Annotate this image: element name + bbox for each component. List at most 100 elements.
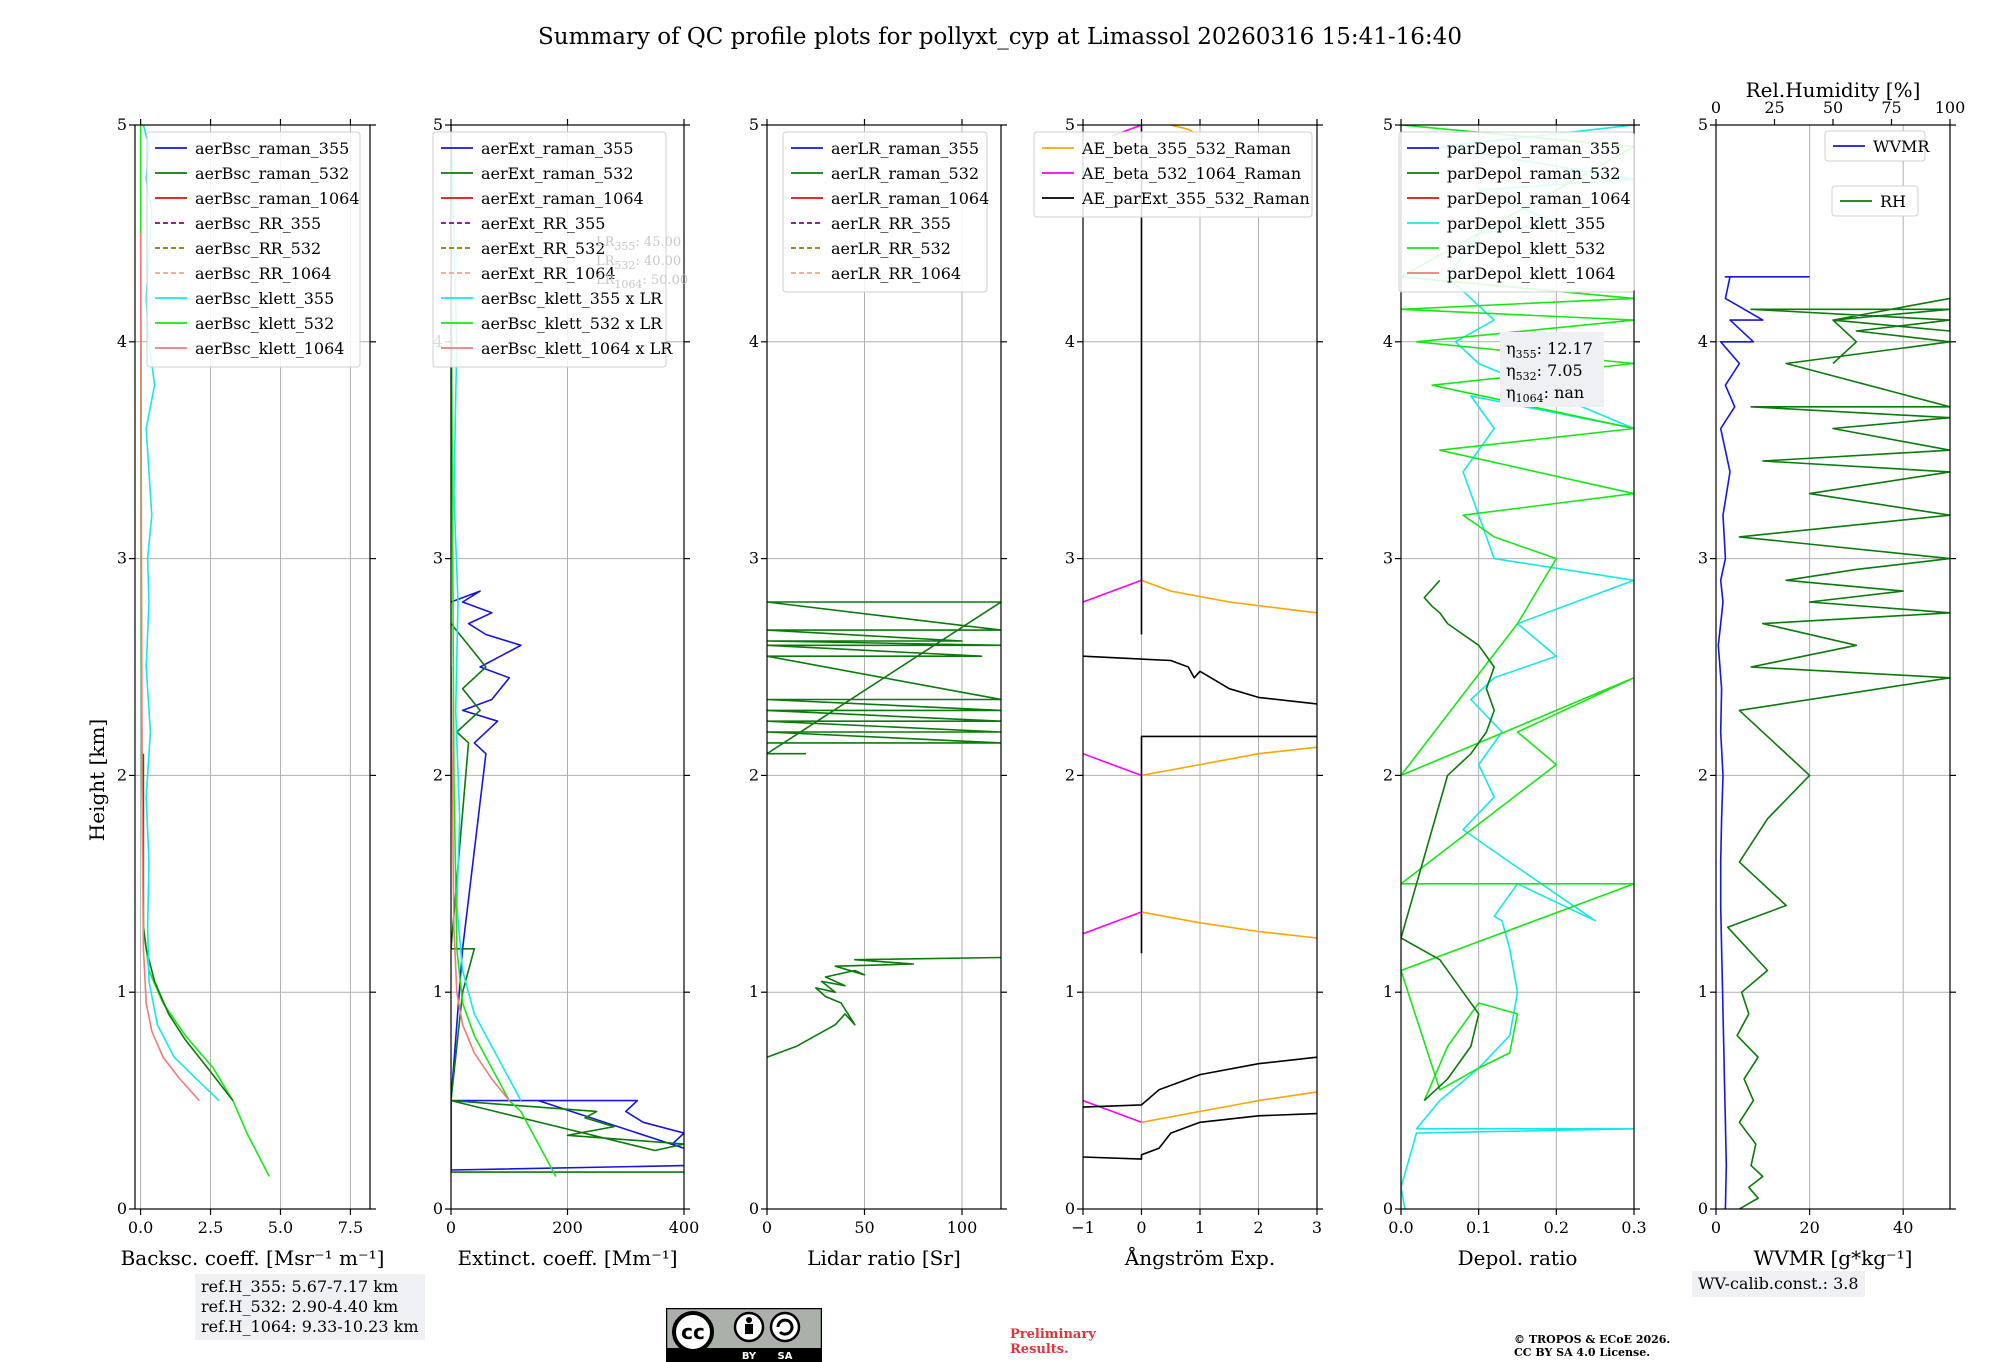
legend-label: parDepol_klett_1064 [1447, 264, 1616, 283]
x-tick-label: 0.2 [1544, 1218, 1569, 1237]
y-tick-label: 3 [1383, 549, 1393, 568]
legend-label: AE_parExt_355_532_Raman [1081, 189, 1310, 208]
series-group [767, 601, 1001, 1058]
series-AE_beta_355_532_Raman_a [1141, 579, 1317, 614]
x-tick-label: 20 [1799, 1218, 1819, 1237]
series-AE_parExt_c [1140, 735, 1317, 954]
legend-label: aerBsc_klett_355 x LR [481, 289, 663, 308]
x-tick-label: 0.0 [1388, 1218, 1413, 1237]
series-WVMR [1717, 275, 1810, 1209]
panel-wv: 0 20 40 0 1 2 3 4 5 WVMR [g*kg⁻¹] 0 25 50 75 100 Rel.Hu… [1698, 78, 1965, 1270]
lr-note: LR355: 45.00 [596, 235, 681, 253]
series-aerBsc_klett_1064 x LR [451, 666, 510, 1102]
legend-label: aerBsc_raman_1064 [195, 189, 360, 208]
panel-ext: 0200400012345Extinct. coeff. [Mm⁻¹]aerEx… [432, 115, 700, 1270]
series-AE_beta_355_532_Raman_c [1141, 911, 1317, 939]
y-tick-label: 2 [1065, 765, 1075, 784]
legend-label: aerExt_RR_1064 [481, 264, 616, 283]
series-aerExt_raman_532 [451, 623, 684, 1173]
series-AE_beta_355_532_Raman_d [1141, 1091, 1317, 1124]
top-axis-label: Rel.Humidity [%] [1746, 78, 1921, 102]
legend-label: parDepol_raman_1064 [1447, 189, 1631, 208]
x-tick-label: 5.0 [268, 1218, 293, 1237]
eta-text: η1064: nan [1506, 383, 1584, 405]
legend-box [782, 131, 988, 293]
y-tick-label: 3 [433, 549, 443, 568]
copyright-line2: CC BY SA 4.0 License. [1514, 1346, 1651, 1359]
y-tick-label: 5 [749, 115, 759, 134]
legend-box [1033, 131, 1313, 218]
y-tick-label: 5 [1065, 115, 1075, 134]
series-AE_beta_532_1064_Raman_b [1083, 752, 1142, 777]
legend-label: aerExt_RR_355 [481, 214, 605, 233]
x-axis-label: Ångström Exp. [1124, 1245, 1275, 1270]
cc-mark: cc [681, 1320, 705, 1344]
series-RH [1726, 297, 1950, 1209]
y-tick-label: 5 [433, 115, 443, 134]
ref-h-532: ref.H_532: 2.90-4.40 km [201, 1297, 399, 1316]
x-tick-label: 50 [854, 1218, 874, 1237]
series-AE_beta_532_1064_Raman_d [1083, 1099, 1142, 1124]
legend-label: aerLR_RR_355 [831, 214, 951, 233]
x-axis-label: Depol. ratio [1458, 1246, 1578, 1270]
legend-label: aerLR_raman_355 [831, 139, 979, 158]
panel-bsc: 0.0 2.5 5.0 7.5 0 1 2 3 4 5 Backsc. coeff. [Msr⁻¹ … [117, 115, 385, 1270]
legend-label: aerBsc_klett_1064 [195, 339, 344, 358]
axes-frame [766, 124, 1002, 1210]
y-tick-label: 2 [1383, 765, 1393, 784]
series-AE_beta_532_1064_Raman_c [1083, 911, 1142, 935]
cc-sa: SA [778, 1351, 793, 1362]
x-tick-label: 1 [1195, 1218, 1205, 1237]
x-tick-label: 200 [552, 1218, 583, 1237]
legend-label: aerLR_raman_532 [831, 164, 979, 183]
y-tick-label: 3 [117, 549, 127, 568]
panels: 0.0 2.5 5.0 7.5 0 1 2 3 4 5 Backsc. coeff. [Msr⁻¹ … [117, 78, 1965, 1270]
preliminary-note: Preliminary Results. [1010, 1327, 1096, 1357]
y-tick-label: 2 [1698, 765, 1708, 784]
y-tick-label: 5 [1383, 115, 1393, 134]
y-tick-label: 2 [749, 765, 759, 784]
legend-label: aerLR_RR_1064 [831, 264, 961, 283]
eta-text: η532: 7.05 [1506, 361, 1583, 383]
legend-label: aerLR_raman_1064 [831, 189, 989, 208]
panel-depol: 0.0 0.1 0.2 0.3 0 1 2 3 4 5 Depol. ratio parDepol_r… [1383, 115, 1647, 1270]
series-aerBsc_klett_355 x LR [451, 125, 522, 1101]
legend-label: aerExt_raman_1064 [481, 189, 644, 208]
legend-label: aerBsc_RR_532 [195, 239, 321, 258]
y-tick-label: 3 [1698, 549, 1708, 568]
x-tick-label: 0 [1711, 1218, 1721, 1237]
legend-label: aerBsc_RR_355 [195, 214, 321, 233]
copyright-line1: © TROPOS & ECoE 2026. [1514, 1333, 1671, 1346]
y-tick-label: 0 [1065, 1199, 1075, 1218]
y-tick-label: 1 [1065, 982, 1075, 1001]
legend-label: aerBsc_raman_532 [195, 164, 349, 183]
legend-label: aerBsc_klett_532 x LR [481, 314, 663, 333]
y-tick-label: 1 [117, 982, 127, 1001]
legend-box [1824, 130, 1926, 162]
y-tick-label: 4 [1383, 332, 1393, 351]
y-tick-label: 4 [749, 332, 759, 351]
legend-label: parDepol_klett_355 [1447, 214, 1605, 233]
top-x-tick-label: 100 [1935, 98, 1966, 117]
y-axis-label: Height [km] [85, 719, 109, 841]
legend-label: aerLR_RR_532 [831, 239, 951, 258]
panel-lr: 0 50 100 0 1 2 3 4 5 Lidar ratio [Sr] aerLR_raman_… [749, 115, 1007, 1270]
cc-by: BY [742, 1351, 757, 1362]
y-tick-label: 0 [1383, 1199, 1393, 1218]
legend-label: WVMR [1873, 137, 1930, 156]
legend-label: aerBsc_klett_355 [195, 289, 334, 308]
series-group [1717, 275, 1950, 1209]
y-tick-label: 4 [117, 332, 127, 351]
x-tick-label: 40 [1893, 1218, 1913, 1237]
wv-calib-text: WV-calib.const.: 3.8 [1698, 1274, 1859, 1293]
legend-label: aerBsc_klett_1064 x LR [481, 339, 673, 358]
copyright-note: © TROPOS & ECoE 2026. CC BY SA 4.0 Licen… [1514, 1333, 1670, 1359]
series-parDepol_raman_532 [1401, 579, 1495, 1102]
x-tick-label: 400 [669, 1218, 700, 1237]
legend-label: aerExt_raman_355 [481, 139, 634, 158]
y-tick-label: 4 [1065, 332, 1075, 351]
y-tick-label: 1 [749, 982, 759, 1001]
series-aerBsc_klett_1064 [139, 233, 200, 1102]
